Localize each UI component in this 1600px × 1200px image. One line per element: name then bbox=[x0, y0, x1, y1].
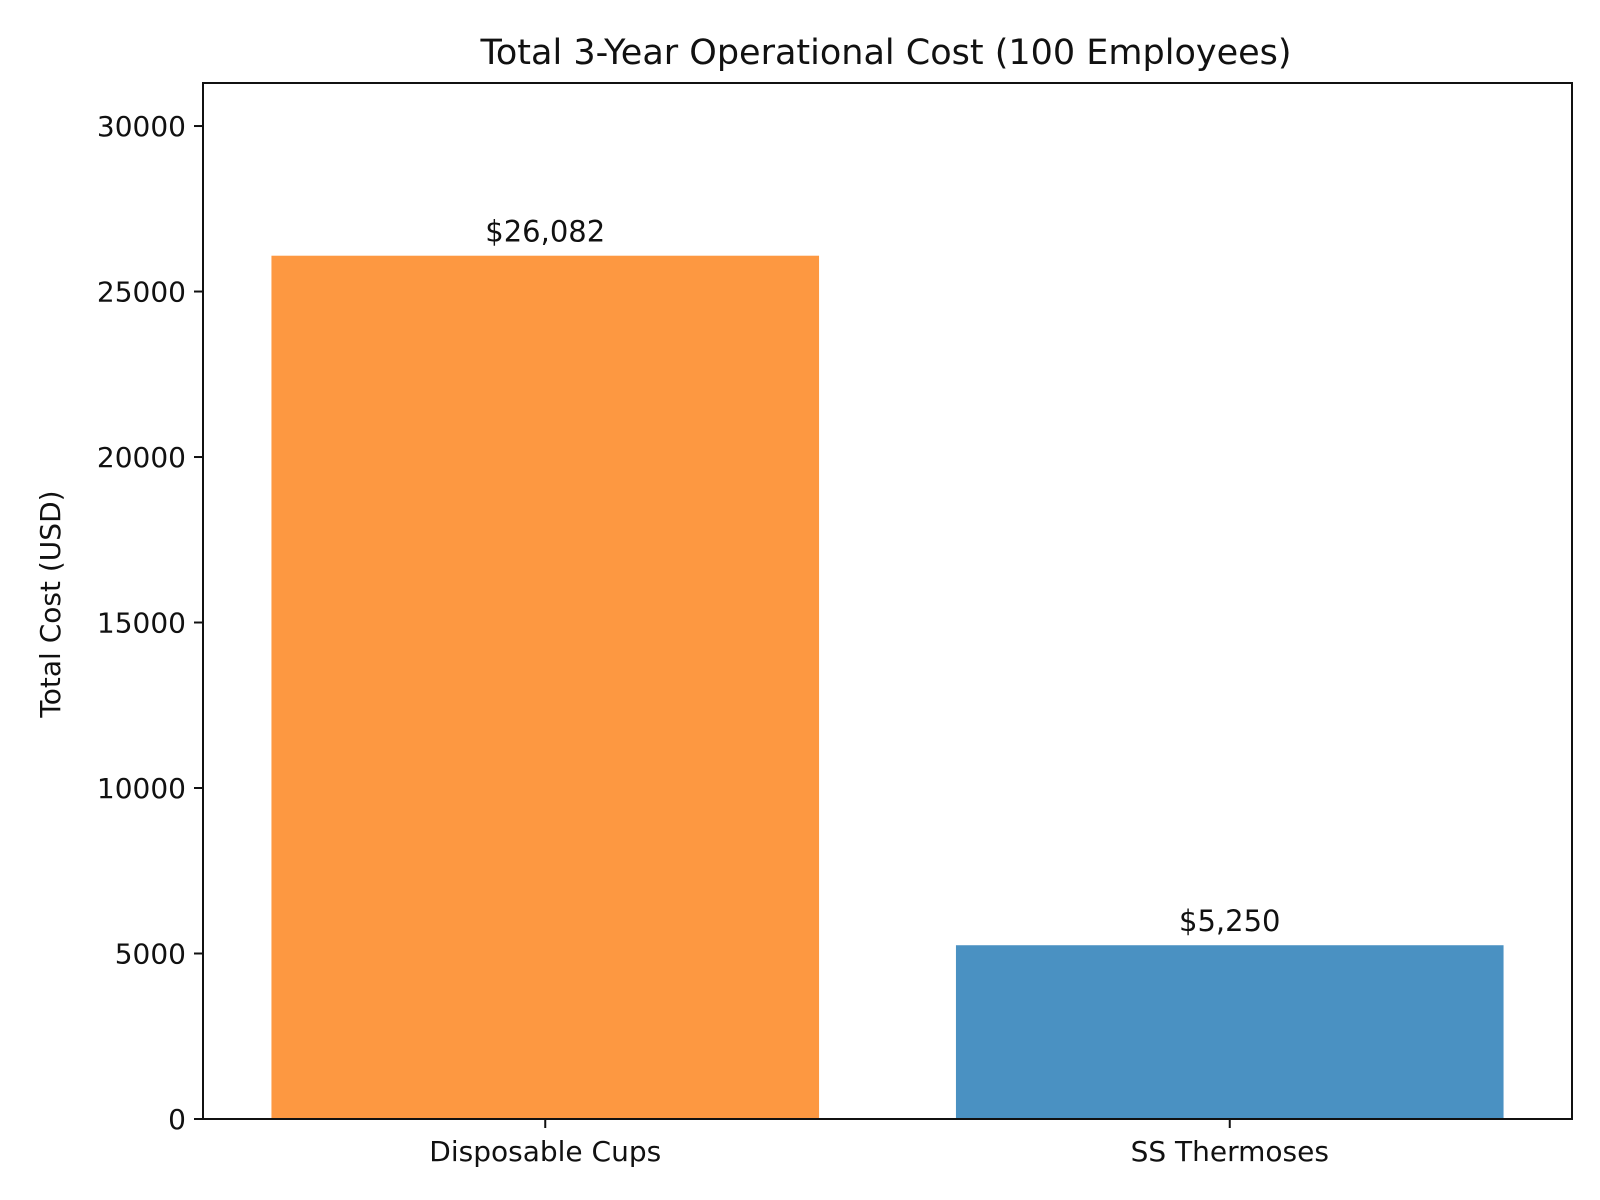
y-tick-label: 10000 bbox=[97, 772, 186, 805]
y-tick-label: 25000 bbox=[97, 276, 186, 309]
plot-frame bbox=[202, 82, 1573, 1120]
y-tick-label: 20000 bbox=[97, 441, 186, 474]
y-axis-label: Total Cost (USD) bbox=[34, 490, 67, 718]
chart-title: Total 3-Year Operational Cost (100 Emplo… bbox=[479, 33, 1291, 73]
bar-1 bbox=[955, 945, 1504, 1119]
y-tick-label: 15000 bbox=[97, 607, 186, 640]
bar-0 bbox=[271, 255, 820, 1119]
y-tick-label: 30000 bbox=[97, 110, 186, 143]
y-tick-label: 5000 bbox=[115, 938, 186, 971]
y-tick-label: 0 bbox=[168, 1103, 186, 1136]
ticks-layer: Disposable Cups SS Thermoses 0 5000 10000 150… bbox=[97, 110, 1329, 1168]
bar-value-label: $5,250 bbox=[1179, 904, 1280, 938]
bars-layer: $26,082 $5,250 bbox=[271, 215, 1504, 1119]
x-tick-label: SS Thermoses bbox=[1131, 1135, 1329, 1168]
bar-value-label: $26,082 bbox=[485, 215, 605, 249]
x-tick-label: Disposable Cups bbox=[429, 1135, 661, 1168]
